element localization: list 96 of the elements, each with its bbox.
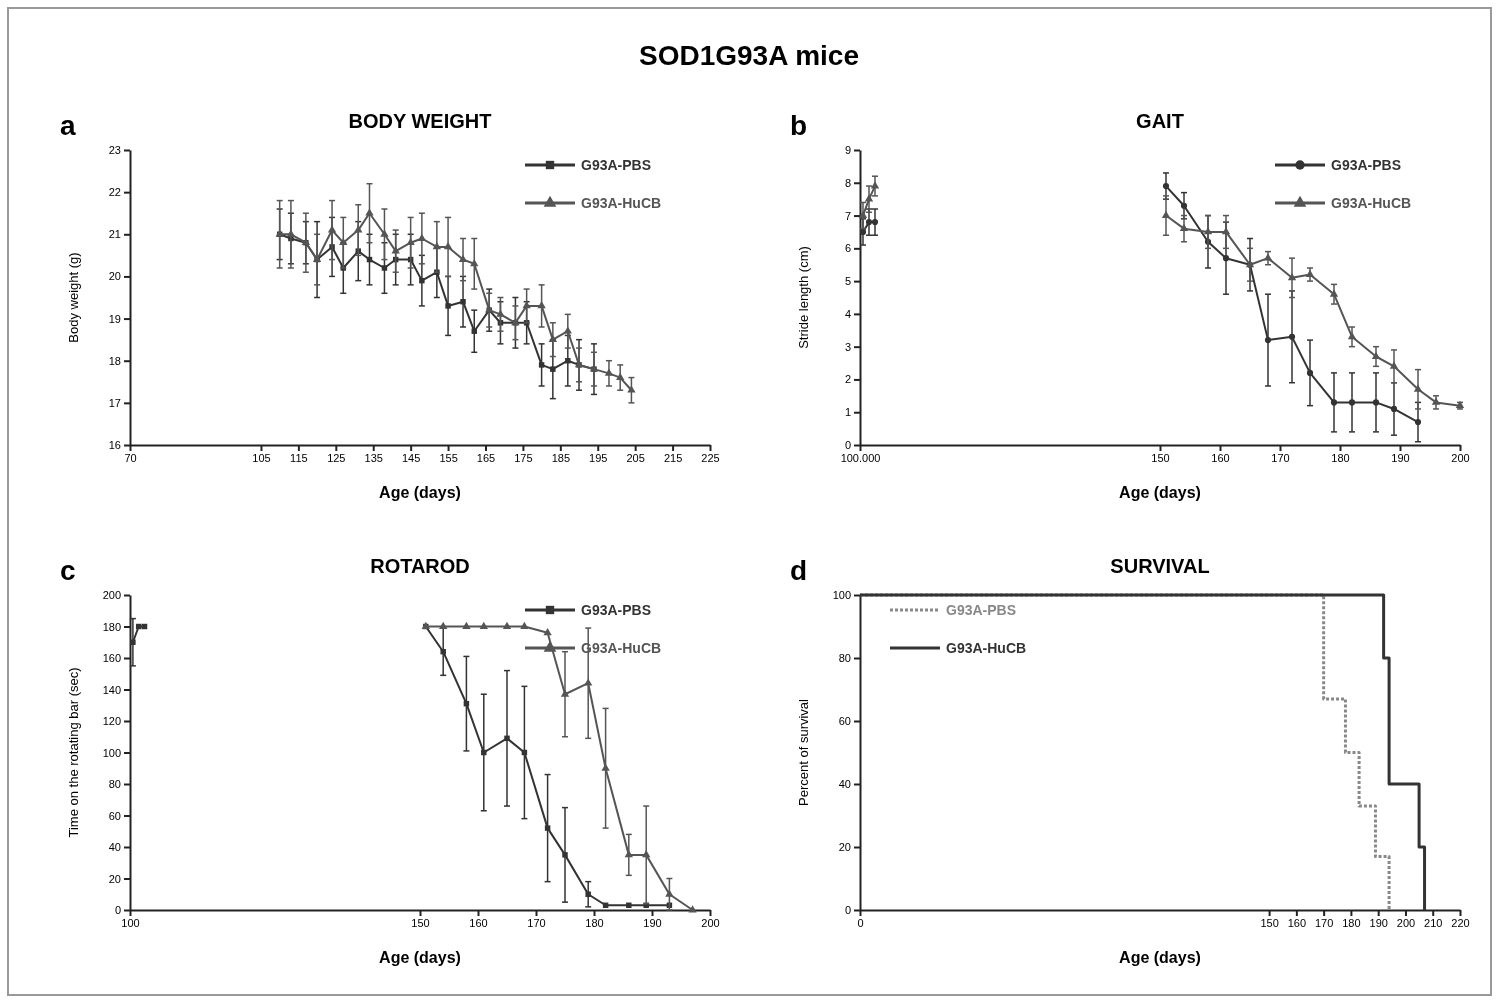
y-axis-title: Stride length (cm) <box>796 246 811 349</box>
y-tick-label: 9 <box>844 144 851 157</box>
x-tick-label: 205 <box>626 451 645 464</box>
x-tick-label: 160 <box>469 916 488 929</box>
x-tick-label: 185 <box>551 451 570 464</box>
text: b <box>790 110 808 141</box>
legend-label: G93A-HuCB <box>946 640 1027 656</box>
text: c <box>60 555 76 586</box>
y-tick-label: 16 <box>108 439 121 452</box>
x-tick-label: 170 <box>1314 916 1334 929</box>
x-tick-label: 155 <box>439 451 458 464</box>
x-tick-label: 135 <box>364 451 383 464</box>
x-tick-label: 0 <box>857 916 864 929</box>
x-tick-label: 160 <box>1287 916 1307 929</box>
x-axis-title: Age (days) <box>379 484 461 501</box>
y-tick-label: 4 <box>844 307 851 320</box>
y-tick-label: 20 <box>108 872 121 885</box>
x-tick-label: 215 <box>663 451 683 464</box>
y-tick-label: 19 <box>108 312 121 325</box>
x-axis-title: Age (days) <box>1119 949 1201 966</box>
y-tick-label: 7 <box>844 209 851 222</box>
y-tick-label: 18 <box>108 354 121 367</box>
legend-label: G93A-HuCB <box>581 195 662 211</box>
y-tick-label: 100 <box>832 589 851 602</box>
x-tick-label: 195 <box>589 451 608 464</box>
y-tick-label: 0 <box>114 904 121 917</box>
y-tick-label: 40 <box>108 841 121 854</box>
y-tick-label: 8 <box>844 176 851 189</box>
legend-label: G93A-PBS <box>581 157 652 173</box>
chart-title: BODY WEIGHT <box>348 110 492 132</box>
x-tick-label: 70 <box>124 451 137 464</box>
legend-label: G93A-PBS <box>946 602 1017 618</box>
x-tick-label: 145 <box>401 451 421 464</box>
chart-title: SURVIVAL <box>1110 555 1210 577</box>
y-tick-label: 80 <box>838 652 851 665</box>
y-tick-label: 21 <box>108 228 121 241</box>
x-tick-label: 170 <box>527 916 546 929</box>
y-tick-label: 3 <box>844 340 851 353</box>
y-tick-label: 60 <box>838 715 851 728</box>
x-tick-label: 210 <box>1424 916 1443 929</box>
y-tick-label: 20 <box>838 841 851 854</box>
y-tick-label: 0 <box>844 439 851 452</box>
x-tick-label: 190 <box>1391 451 1410 464</box>
chart-title: ROTAROD <box>370 555 470 577</box>
x-tick-label: 100 <box>121 916 140 929</box>
x-tick-label: 100.000 <box>840 451 881 464</box>
y-tick-label: 120 <box>102 715 121 728</box>
x-tick-label: 150 <box>411 916 430 929</box>
x-tick-label: 200 <box>1396 916 1416 929</box>
y-axis-title: Time on the rotating bar (sec) <box>66 667 81 838</box>
x-tick-label: 170 <box>1271 451 1290 464</box>
x-tick-label: 180 <box>585 916 604 929</box>
y-tick-label: 60 <box>108 809 121 822</box>
x-tick-label: 105 <box>252 451 271 464</box>
x-tick-label: 180 <box>1331 451 1350 464</box>
x-tick-label: 190 <box>643 916 662 929</box>
x-tick-label: 180 <box>1342 916 1361 929</box>
y-tick-label: 160 <box>102 652 121 665</box>
y-tick-label: 200 <box>102 589 121 602</box>
y-axis-title: Percent of survival <box>796 698 811 806</box>
x-tick-label: 150 <box>1260 916 1279 929</box>
x-tick-label: 160 <box>1211 451 1230 464</box>
x-tick-label: 200 <box>1451 451 1470 464</box>
legend-label: G93A-PBS <box>581 602 652 618</box>
y-tick-label: 180 <box>102 620 121 633</box>
x-tick-label: 150 <box>1151 451 1170 464</box>
y-tick-label: 23 <box>108 144 121 157</box>
y-tick-label: 0 <box>844 904 851 917</box>
x-axis-title: Age (days) <box>1119 484 1201 501</box>
x-tick-label: 175 <box>514 451 533 464</box>
y-axis-title: Body weight (g) <box>66 252 81 343</box>
y-tick-label: 2 <box>844 373 851 386</box>
text: SOD1G93A mice <box>639 40 859 71</box>
y-tick-label: 40 <box>838 778 851 791</box>
y-tick-label: 20 <box>108 270 121 283</box>
x-tick-label: 165 <box>476 451 496 464</box>
y-tick-label: 1 <box>844 406 851 419</box>
legend-label: G93A-HuCB <box>1331 195 1412 211</box>
x-tick-label: 220 <box>1451 916 1470 929</box>
y-tick-label: 22 <box>108 186 121 199</box>
chart-title: GAIT <box>1136 110 1184 132</box>
y-tick-label: 140 <box>102 683 121 696</box>
y-tick-label: 80 <box>108 778 121 791</box>
x-tick-label: 125 <box>327 451 346 464</box>
x-tick-label: 190 <box>1369 916 1388 929</box>
x-axis-title: Age (days) <box>379 949 461 966</box>
legend-label: G93A-PBS <box>1331 157 1402 173</box>
y-tick-label: 17 <box>108 396 121 409</box>
x-tick-label: 225 <box>701 451 720 464</box>
y-tick-label: 6 <box>844 242 851 255</box>
y-tick-label: 5 <box>844 275 851 288</box>
x-tick-label: 115 <box>290 451 308 464</box>
text: a <box>60 110 76 141</box>
x-tick-label: 200 <box>701 916 720 929</box>
text: d <box>790 555 808 586</box>
y-tick-label: 100 <box>102 746 121 759</box>
